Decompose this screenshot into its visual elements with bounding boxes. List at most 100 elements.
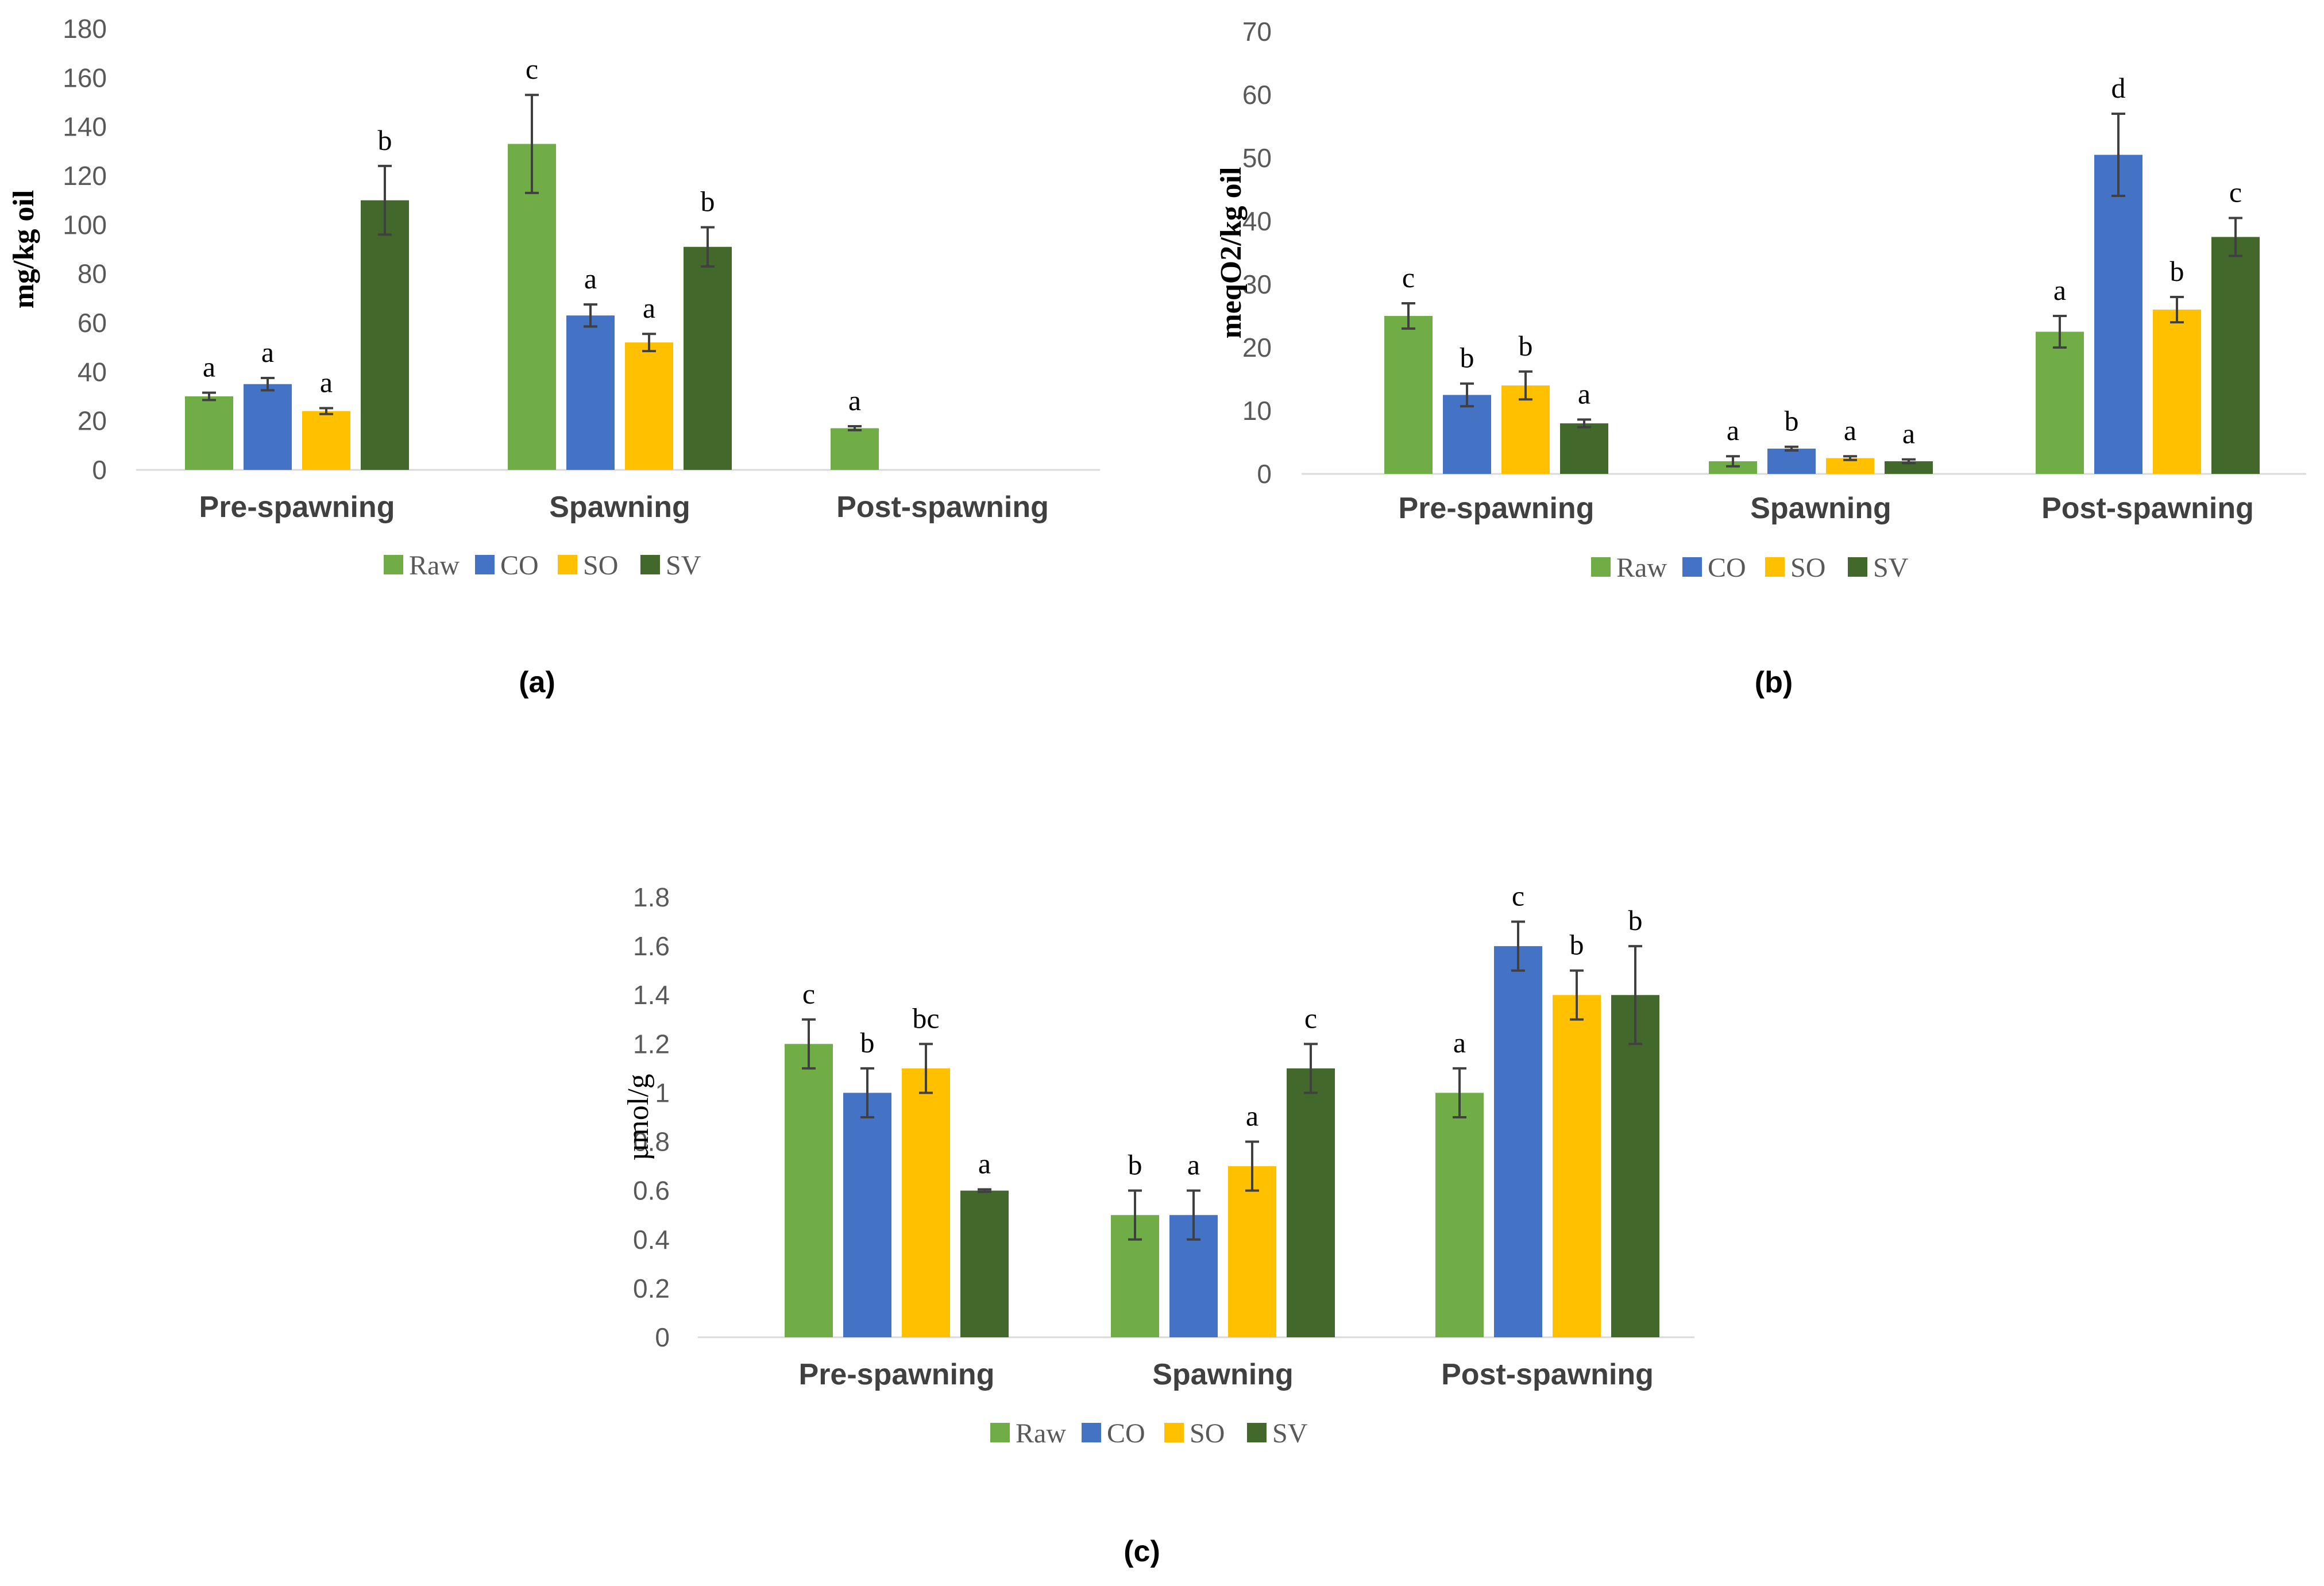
bar-raw-pre-spawning (785, 1044, 833, 1337)
bar-raw-pre-spawning (1384, 316, 1433, 474)
y-tick-label: 0 (655, 1322, 670, 1352)
bar-raw-post-spawning (1435, 1093, 1484, 1337)
legend-label: Raw (1016, 1418, 1066, 1449)
x-category-label: Spawning (1750, 492, 1891, 525)
significance-letter: c (1402, 261, 1415, 294)
bar-co-spawning (1767, 449, 1816, 474)
significance-letter: d (2111, 72, 2126, 104)
bar-co-pre-spawning (843, 1093, 891, 1337)
bar-sv-pre-spawning (960, 1190, 1009, 1337)
y-axis-label: meqO2/kg oil (1215, 167, 1248, 338)
bar-co-pre-spawning (244, 384, 292, 470)
bar-co-post-spawning (2094, 155, 2142, 474)
y-tick-label: 50 (1242, 143, 1272, 173)
legend-label: SV (1873, 553, 1909, 583)
bar-raw-post-spawning (831, 428, 879, 470)
legend-swatch-raw (1591, 557, 1611, 577)
significance-letter: a (1844, 414, 1856, 446)
y-axis-label: µmol/g (622, 1074, 655, 1160)
bar-so-spawning (625, 342, 673, 470)
y-tick-label: 60 (1242, 80, 1272, 110)
significance-letter: a (320, 366, 333, 398)
bar-sv-post-spawning (2211, 237, 2260, 474)
panel-label: (c) (1124, 1535, 1160, 1568)
significance-letter: b (1519, 330, 1533, 362)
bar-raw-spawning (508, 144, 556, 470)
y-tick-label: 0 (92, 455, 107, 485)
y-tick-label: 120 (63, 161, 107, 191)
y-tick-label: 40 (1242, 206, 1272, 236)
x-category-label: Spawning (1152, 1358, 1294, 1391)
y-tick-label: 80 (78, 259, 107, 289)
x-category-label: Pre-spawning (799, 1358, 995, 1391)
significance-letter: a (2053, 274, 2066, 306)
y-tick-label: 0.6 (633, 1176, 670, 1206)
bar-so-spawning (1228, 1166, 1276, 1337)
y-tick-label: 20 (1242, 333, 1272, 362)
bar-sv-spawning (1287, 1068, 1335, 1337)
y-axis-label: mg/kg oil (7, 190, 40, 309)
panel-label: (b) (1755, 666, 1793, 699)
legend-swatch-raw (384, 555, 403, 574)
bar-so-post-spawning (2153, 310, 2201, 474)
y-tick-label: 1 (655, 1078, 670, 1108)
legend-swatch-sv (1848, 557, 1867, 577)
legend: Raw CO SO SV (990, 1418, 1308, 1449)
significance-letter: b (1460, 342, 1474, 374)
x-category-label: Pre-spawning (199, 491, 395, 524)
significance-letter: a (978, 1148, 991, 1180)
legend: Raw CO SO SV (1591, 553, 1909, 583)
legend-swatch-co (475, 555, 495, 574)
y-tick-label: 1.4 (633, 980, 670, 1010)
significance-letter: b (378, 124, 392, 156)
legend-label: CO (1107, 1418, 1145, 1449)
y-tick-label: 20 (78, 406, 107, 436)
y-tick-label: 140 (63, 112, 107, 142)
significance-letter: a (584, 263, 597, 295)
y-tick-label: 0.2 (633, 1274, 670, 1303)
legend-label: SO (1190, 1418, 1225, 1449)
significance-letter: a (643, 292, 655, 324)
significance-letter: a (203, 351, 215, 383)
significance-letter: bc (912, 1002, 939, 1034)
y-tick-label: 0 (1257, 459, 1272, 489)
legend-swatch-raw (990, 1423, 1010, 1442)
x-category-label: Post-spawning (2041, 492, 2254, 525)
bar-sv-spawning (684, 246, 732, 470)
x-category-label: Post-spawning (1441, 1358, 1654, 1391)
legend: Raw CO SO SV (384, 550, 701, 581)
legend-swatch-sv (1247, 1423, 1267, 1442)
legend-label: CO (500, 550, 539, 581)
y-tick-label: 1.6 (633, 931, 670, 961)
significance-letter: a (1578, 377, 1590, 410)
chart-2: 0 10 20 30 40 50 60 70 c a a b b d b a b a a c Pre-spawning S… (1215, 17, 2306, 699)
legend-label: SV (666, 550, 701, 581)
y-tick-label: 180 (63, 14, 107, 44)
bar-co-pre-spawning (1443, 395, 1491, 474)
legend-swatch-so (558, 555, 577, 574)
panel-label: (a) (519, 666, 555, 699)
legend-swatch-sv (640, 555, 660, 574)
y-tick-label: 1.2 (633, 1029, 670, 1059)
x-category-label: Post-spawning (836, 491, 1049, 524)
significance-letter: b (1785, 405, 1799, 437)
bar-so-pre-spawning (902, 1068, 950, 1337)
x-category-label: Spawning (549, 491, 690, 524)
legend-label: SV (1272, 1418, 1308, 1449)
legend-label: SO (583, 550, 618, 581)
y-tick-label: 160 (63, 63, 107, 92)
bar-raw-pre-spawning (185, 396, 233, 470)
bar-sv-pre-spawning (361, 200, 409, 470)
legend-swatch-so (1765, 557, 1785, 577)
significance-letter: a (1727, 414, 1739, 446)
x-category-label: Pre-spawning (1399, 492, 1595, 525)
bar-raw-spawning (1709, 461, 1757, 474)
y-tick-label: 70 (1242, 17, 1272, 47)
significance-letter: c (1512, 880, 1524, 912)
significance-letter: a (1187, 1149, 1200, 1181)
significance-letter: a (1902, 418, 1915, 450)
legend-swatch-so (1164, 1423, 1184, 1442)
bar-sv-pre-spawning (1560, 423, 1608, 474)
bar-sv-post-spawning (1611, 995, 1659, 1337)
y-tick-label: 40 (78, 357, 107, 387)
